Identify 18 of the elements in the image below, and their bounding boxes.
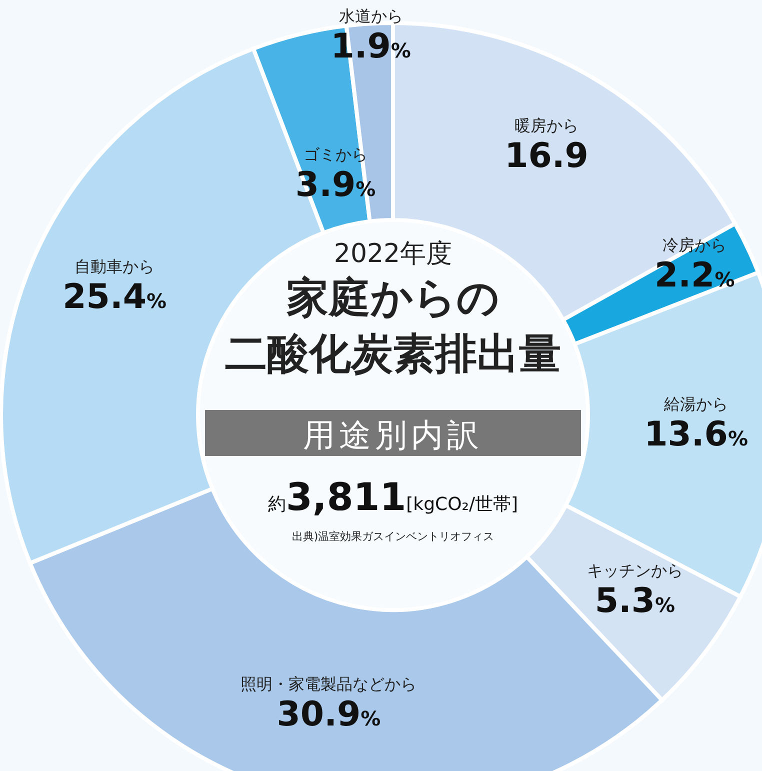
data-label: 13.6% (644, 414, 748, 455)
text: 約3,811[kgCO₂/世帯] (268, 475, 518, 519)
slice-label: 照明・家電製品などから (240, 674, 417, 694)
data-label: 16.9 (504, 136, 588, 176)
data-label: 30.9% (276, 694, 381, 735)
text: 家庭からの (286, 273, 500, 322)
slice-label: 自動車から (74, 257, 155, 276)
slice-label: 水道から (338, 6, 403, 26)
text: 用途別内訳 (303, 416, 483, 454)
slice-label: 給湯から (663, 394, 728, 414)
slice-label: 暖房から (514, 116, 579, 136)
data-label: 5.3% (594, 581, 676, 622)
text: 二酸化炭素排出量 (225, 329, 561, 378)
data-label: 1.9% (330, 26, 411, 67)
text: 2022年度 (334, 239, 452, 269)
slice-label: キッチンから (586, 561, 683, 580)
data-label: 25.4% (62, 277, 167, 318)
source-note: 出典)温室効果ガスインベントリオフィス (292, 530, 494, 543)
